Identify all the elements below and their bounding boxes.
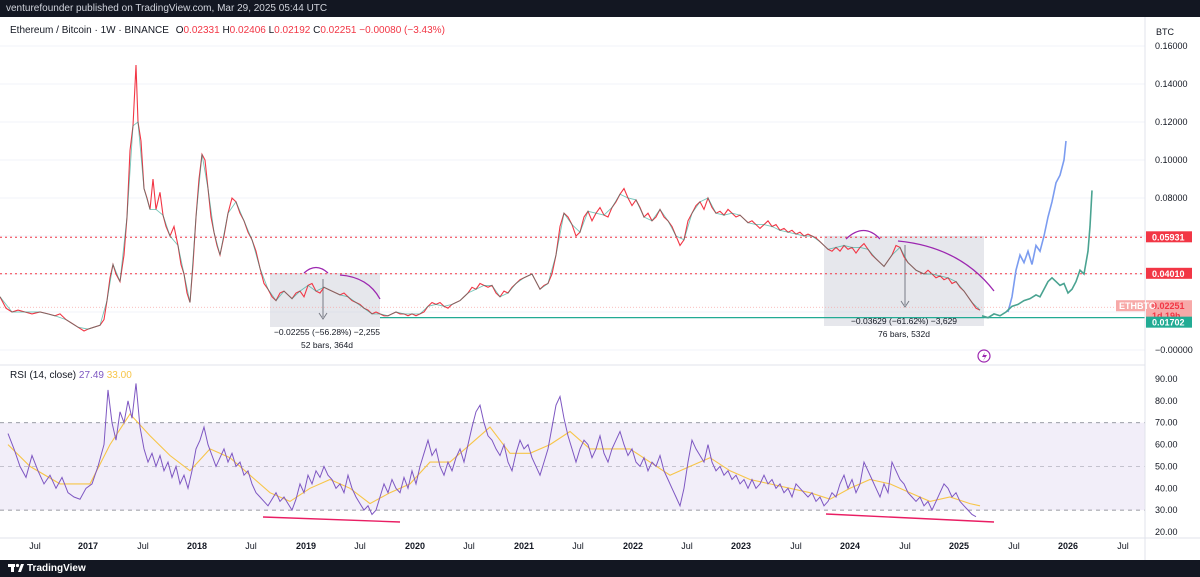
time-tick-label: 2025	[949, 541, 969, 551]
price-tag-label: 0.01702	[1152, 318, 1185, 328]
symbol-name: Ethereum / Bitcoin · 1W · BINANCE	[10, 25, 169, 36]
ohlc-high-key: H	[222, 25, 230, 36]
ohlc-close-key: C	[313, 25, 321, 36]
measure-arrow-2-head	[900, 300, 910, 308]
rsi-divergence-line-1	[262, 516, 401, 523]
time-tick-label: Jul	[463, 541, 475, 551]
ohlc-open-value: 0.02331	[183, 25, 220, 36]
event-lightning-glyph	[982, 352, 987, 361]
time-tick-label: Jul	[137, 541, 149, 551]
footer-brand: TradingView	[27, 563, 86, 574]
time-tick-label: Jul	[29, 541, 41, 551]
ohlc-open-key: O	[175, 25, 184, 36]
price-tag-label: 0.04010	[1152, 269, 1185, 279]
time-tick-label: Jul	[790, 541, 802, 551]
rsi-title: RSI (14, close)	[10, 370, 77, 381]
time-tick-label: Jul	[681, 541, 693, 551]
price-tag-label: 1d 19h	[1152, 311, 1181, 321]
symbol-legend[interactable]: Ethereum / Bitcoin · 1W · BINANCE O0.023…	[10, 25, 445, 36]
rsi-value: 27.49	[78, 370, 104, 381]
rsi-legend[interactable]: RSI (14, close) 27.49 33.00	[10, 370, 132, 381]
ohlc-close-value: 0.02251	[320, 25, 357, 36]
tradingview-footer: TradingView	[0, 560, 1200, 577]
price-tag	[1146, 300, 1192, 312]
tradingview-logo-icon	[8, 563, 24, 572]
time-tick-label: 2017	[78, 541, 98, 551]
arc-top-2	[845, 229, 881, 240]
price-tag	[1146, 316, 1192, 328]
measure-box-2	[824, 236, 984, 326]
price-tick-label: 0.10000	[1155, 155, 1188, 165]
arc-down-1	[339, 274, 381, 300]
price-tick-label: 0.14000	[1155, 79, 1188, 89]
rsi-tick-label: 80.00	[1155, 396, 1178, 406]
price-tick-label: −0.00000	[1155, 345, 1193, 355]
time-tick-label: Jul	[1117, 541, 1129, 551]
price-tag	[1146, 310, 1192, 322]
time-tick-label: 2018	[187, 541, 207, 551]
time-tick-label: Jul	[899, 541, 911, 551]
time-tick-label: 2023	[731, 541, 751, 551]
projection-blue-series	[1007, 140, 1067, 313]
measure-2-line1: −0.03629 (−61.62%) −3,629	[851, 316, 957, 326]
ohlc-low-key: L	[268, 25, 275, 36]
time-tick-label: Jul	[245, 541, 257, 551]
time-tick-label: Jul	[572, 541, 584, 551]
rsi-tick-label: 50.00	[1155, 461, 1178, 471]
symbol-tag-label: ETHBTC	[1119, 301, 1156, 311]
measure-2-line2: 76 bars, 532d	[878, 329, 930, 339]
rsi-tick-label: 90.00	[1155, 374, 1178, 384]
rsi-series	[7, 383, 977, 518]
ohlc-low-value: 0.02192	[274, 25, 311, 36]
time-tick-label: 2022	[623, 541, 643, 551]
rsi-tick-label: 20.00	[1155, 527, 1178, 537]
time-tick-label: 2026	[1058, 541, 1078, 551]
rsi-tick-label: 40.00	[1155, 483, 1178, 493]
measure-1-line2: 52 bars, 364d	[301, 340, 353, 350]
symbol-tag	[1116, 300, 1145, 312]
rsi-ma-value: 33.00	[106, 370, 132, 381]
price-tick-label: 0.16000	[1155, 41, 1188, 51]
price-tag-label: 0.05931	[1152, 232, 1185, 242]
time-tick-label: 2019	[296, 541, 316, 551]
measure-1-line1: −0.02255 (−56.28%) −2,255	[274, 327, 380, 337]
chart-canvas[interactable]: −0.02255 (−56.28%) −2,255 52 bars, 364d …	[0, 17, 1200, 560]
time-tick-label: 2021	[514, 541, 534, 551]
arc-top-1	[303, 266, 329, 274]
rsi-divergence-line-2	[825, 513, 995, 523]
time-tick-label: 2024	[840, 541, 860, 551]
rsi-tick-label: 60.00	[1155, 440, 1178, 450]
projection-green-series	[981, 190, 1093, 319]
price-tick-label: 0.08000	[1155, 193, 1188, 203]
price-tag	[1146, 231, 1192, 243]
arc-down-2	[897, 240, 995, 292]
time-tick-label: Jul	[1008, 541, 1020, 551]
rsi-tick-label: 70.00	[1155, 418, 1178, 428]
rsi-tick-label: 30.00	[1155, 505, 1178, 515]
publisher-text: venturefounder published on TradingView.…	[6, 3, 328, 14]
price-tag	[1146, 267, 1192, 279]
price-tag-label: 0.02251	[1152, 301, 1185, 311]
publisher-bar: venturefounder published on TradingView.…	[0, 0, 1200, 17]
rsi-ma-series	[7, 413, 981, 507]
currency-label: BTC	[1156, 27, 1174, 37]
measure-box-1	[270, 273, 380, 327]
ohlc-high-value: 0.02406	[229, 25, 266, 36]
measure-arrow-1-head	[318, 312, 328, 320]
time-scale[interactable]: Jul 2017 Jul 2018 Jul 2019 Jul 2020 Jul 2021 Jul 20…	[29, 541, 1129, 551]
time-tick-label: Jul	[354, 541, 366, 551]
price-tick-label: 0.12000	[1155, 117, 1188, 127]
price-series-up-overlay	[0, 121, 981, 330]
time-tick-label: 2020	[405, 541, 425, 551]
rsi-price-scale[interactable]: 90.00 80.00 70.00 60.00 50.00 40.00 30.00 20.00	[1155, 374, 1178, 537]
ohlc-change-value: −0.00080 (−3.43%)	[359, 25, 445, 36]
